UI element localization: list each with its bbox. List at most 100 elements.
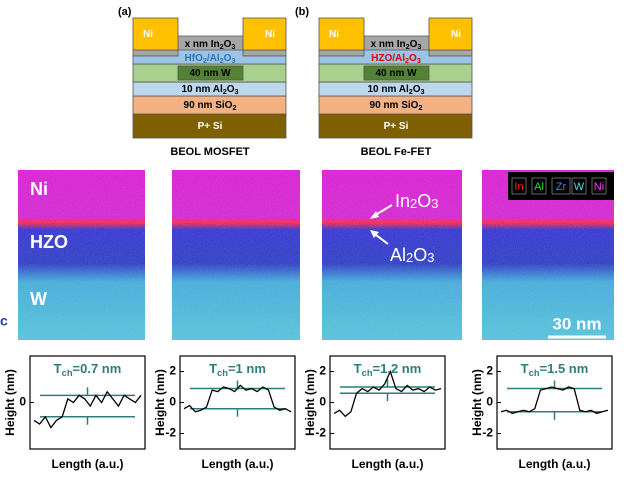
panel-label: (b) (295, 6, 309, 18)
title-subscript: ch (529, 368, 540, 378)
text-segment: Al (390, 245, 406, 265)
y-tick-label: 2 (169, 364, 176, 378)
text-segment: 3 (231, 42, 235, 51)
layer-label: P+ Si (384, 121, 409, 132)
x-axis-label: Length (a.u.) (202, 457, 274, 471)
legend-entry: Zr (556, 181, 567, 193)
legend-swatch (591, 177, 607, 195)
text-segment: O (409, 53, 417, 64)
y-tick-label: -2 (315, 426, 326, 440)
text-segment: x nm In (371, 39, 406, 50)
layer-label: Ni (143, 29, 153, 40)
y-tick-label: 2 (486, 364, 493, 378)
text-segment: 40 nm W (375, 68, 417, 79)
text-segment: 90 nm SiO (370, 100, 419, 111)
layer-label: W (30, 289, 47, 309)
text-segment: In (395, 191, 410, 211)
text-segment: 2 (203, 56, 207, 65)
text-segment: 3 (431, 196, 438, 211)
eds-texture (172, 170, 300, 340)
title-value: =0.7 nm (73, 361, 122, 376)
text-segment: Ni (265, 29, 275, 40)
gate-layer (177, 65, 244, 81)
layer-label: P+ Si (198, 121, 223, 132)
layer-label: 90 nm SiO2 (370, 100, 423, 112)
legend-entry: Ni (594, 181, 604, 193)
text-segment: O (227, 84, 235, 95)
text-segment: 2 (418, 103, 422, 112)
text-segment: Ni (329, 29, 339, 40)
text-segment: O (413, 245, 427, 265)
layer-label: Al2O3 (390, 245, 434, 266)
layer-label: HZO/Al2O3 (371, 53, 421, 65)
legend-swatch (511, 177, 527, 195)
text-segment: P+ Si (384, 121, 409, 132)
title-value: =1.5 nm (540, 361, 589, 376)
y-axis-label: Height (nm) (3, 369, 17, 436)
text-segment: 2 (405, 56, 409, 65)
text-segment: Ni (143, 29, 153, 40)
y-tick-label: 0 (319, 395, 326, 409)
height-profile (333, 369, 442, 418)
layer-label: x nm In2O3 (185, 39, 236, 51)
layer-label: 10 nm Al2O3 (367, 84, 424, 96)
text-segment: 10 nm Al (367, 84, 409, 95)
text-segment: 2 (406, 250, 413, 265)
text-segment: O (224, 39, 232, 50)
layer-label: 40 nm W (375, 68, 417, 79)
plot-title: Tch=0.7 nm (54, 361, 122, 378)
caption: BEOL MOSFET (170, 146, 250, 158)
title-symbol: T (354, 361, 362, 376)
legend-entry: W (574, 181, 585, 193)
plot-title: Tch=1.5 nm (521, 361, 589, 378)
dielectric-layer (318, 49, 473, 65)
gate-layer (363, 65, 430, 81)
layer-label: HfO2/Al2O3 (185, 53, 236, 65)
ni-contact (428, 17, 473, 51)
legend-swatch (551, 177, 571, 195)
layer-label: 40 nm W (189, 68, 231, 79)
y-tick-label: 0 (169, 395, 176, 409)
layer-label: Ni (329, 29, 339, 40)
title-value: =1 nm (228, 361, 266, 376)
layer-label: 10 nm Al2O3 (181, 84, 238, 96)
height-profile (33, 390, 142, 429)
layer-label: In2O3 (395, 191, 438, 212)
arrow-head (370, 211, 379, 219)
title-subscript: ch (362, 368, 373, 378)
title-subscript: ch (217, 368, 228, 378)
text-segment: 2 (410, 196, 417, 211)
text-segment: 2 (406, 42, 410, 51)
y-axis-label: Height (nm) (470, 369, 484, 436)
scale-label: 30 nm (552, 314, 601, 333)
text-segment: 90 nm SiO (184, 100, 233, 111)
y-tick-label: -2 (482, 426, 493, 440)
y-axis-label: Height (nm) (303, 369, 317, 436)
layer-label: x nm In2O3 (371, 39, 422, 51)
layer-label: HZO (30, 232, 68, 252)
text-segment: 3 (427, 250, 434, 265)
text-segment: 40 nm W (189, 68, 231, 79)
y-tick-label: 0 (486, 395, 493, 409)
text-segment: 2 (223, 87, 227, 96)
text-segment: 2 (220, 42, 224, 51)
dielectric-layer (132, 49, 287, 65)
text-segment: 3 (235, 87, 239, 96)
text-segment: 10 nm Al (181, 84, 223, 95)
text-segment: 2 (220, 56, 224, 65)
layer-label: 90 nm SiO2 (184, 100, 237, 112)
text-segment: O (413, 84, 421, 95)
text-segment: /Al (207, 53, 220, 64)
text-segment: O (417, 191, 431, 211)
text-segment: 3 (417, 42, 421, 51)
height-profile (183, 384, 292, 413)
plot-title: Tch=1 nm (209, 361, 266, 378)
y-tick-label: -2 (165, 426, 176, 440)
text-segment: 3 (421, 87, 425, 96)
eds-texture (18, 170, 145, 340)
text-segment: 2 (409, 87, 413, 96)
x-axis-label: Length (a.u.) (519, 457, 591, 471)
title-subscript: ch (62, 368, 73, 378)
text-segment: HZO/Al (371, 53, 405, 64)
plot-title: Tch=1.2 nm (354, 361, 422, 378)
